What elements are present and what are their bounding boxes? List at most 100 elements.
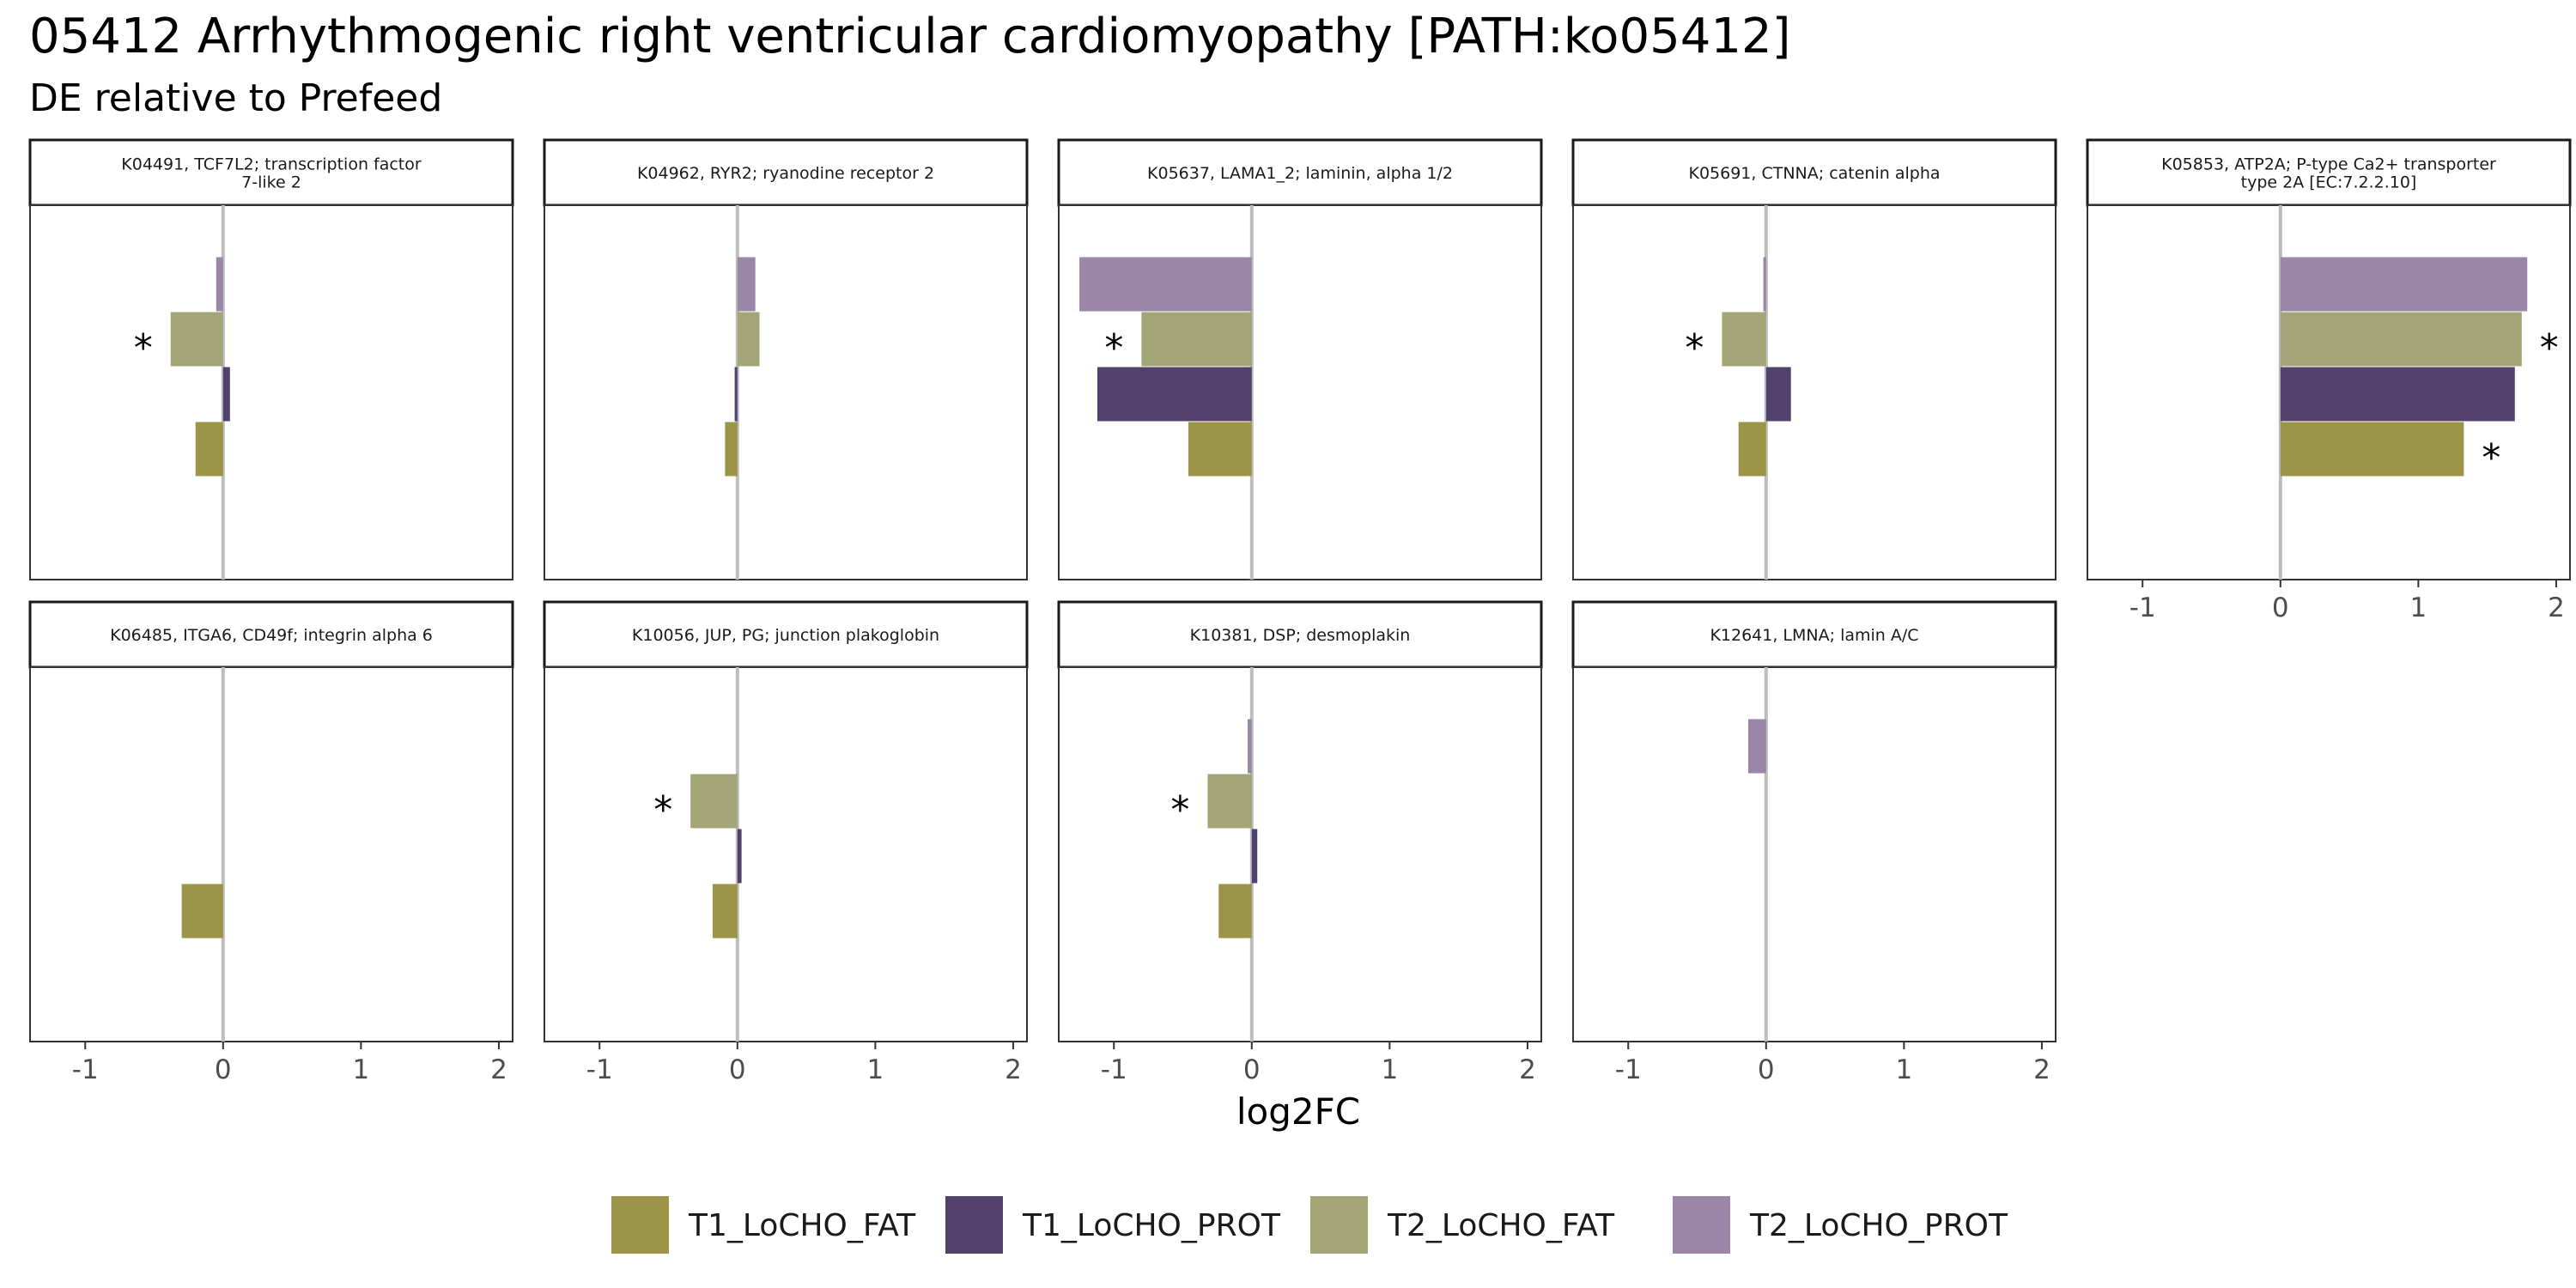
facet-strip-label: 7-like 2 [241,173,301,192]
bar-t2-locho-fat [690,774,738,829]
bar-t1-locho-fat [712,884,738,939]
bar-t2-locho-prot [1079,257,1252,312]
bar-t2-locho-prot [1763,257,1766,312]
significance-marker: * [1104,326,1123,370]
facet-strip-label: K04491, TCF7L2; transcription factor [121,155,422,174]
facet-strip [1057,138,1543,207]
bar-t1-locho-prot [734,367,738,422]
legend-swatch [1673,1196,1730,1254]
significance-marker: * [1170,788,1189,832]
legend-swatch [1310,1196,1368,1254]
legend-swatch [611,1196,669,1254]
panel-frame [544,666,1028,1042]
panel-frame [29,204,513,580]
x-tick-label: 1 [353,1054,370,1085]
bar-t1-locho-fat [1188,422,1252,477]
bar-t2-locho-fat [1207,774,1252,829]
facet-strip-label: K05853, ATP2A; P-type Ca2+ transporter [2161,155,2496,174]
bar-t2-locho-fat [170,312,223,367]
facet-panel: K10056, JUP, PG; junction plakoglobin * -1… [543,600,1029,1085]
legend-item: T1_LoCHO_FAT [611,1196,916,1254]
x-tick-label: 0 [1758,1054,1775,1085]
significance-marker: * [653,788,672,832]
x-tick-label: -1 [2129,592,2156,623]
x-tick-label: 0 [1243,1054,1261,1085]
facet-strip-label: K05691, CTNNA; catenin alpha [1688,164,1940,183]
chart-subtitle: DE relative to Prefeed [29,76,442,120]
bar-t1-locho-prot [1097,367,1252,422]
bar-t2-locho-fat [1722,312,1766,367]
legend-label: T2_LoCHO_PROT [1749,1208,2008,1243]
x-tick-label: 1 [867,1054,884,1085]
significance-marker: * [1685,326,1704,370]
x-axis-title: log2FC [1236,1091,1360,1133]
facet-strip-label: K06485, ITGA6, CD49f; integrin alpha 6 [110,626,433,645]
bar-t1-locho-fat [195,422,223,477]
facet-strip [2086,138,2572,207]
facet-panel: K04491, TCF7L2; transcription factor7-li… [28,138,514,580]
facet-panel: K10381, DSP; desmoplakin * -1 0 1 2 [1057,600,1543,1085]
bar-t2-locho-prot [216,257,223,312]
x-tick-label: 0 [215,1054,232,1085]
bar-t1-locho-fat [725,422,738,477]
x-tick-label: 1 [2410,592,2427,623]
chart-title: 05412 Arrhythmogenic right ventricular c… [29,9,1790,64]
legend-label: T1_LoCHO_FAT [688,1208,916,1243]
legend-label: T1_LoCHO_PROT [1022,1208,1281,1243]
bar-t2-locho-prot [2280,257,2528,312]
x-tick-label: 2 [2033,1054,2050,1085]
panel-frame [1572,204,2057,580]
panel-frame [1572,666,2057,1042]
bar-t2-locho-prot [737,257,756,312]
facet-panel: K05691, CTNNA; catenin alpha * [1571,138,2057,580]
bar-t2-locho-fat [2280,312,2522,367]
bar-t2-locho-prot [1247,719,1252,774]
x-tick-label: 2 [1005,1054,1022,1085]
facet-panel: K12641, LMNA; lamin A/C -1 0 1 2 [1571,600,2057,1085]
facet-strip [543,600,1029,669]
legend-item: T2_LoCHO_FAT [1310,1196,1615,1254]
x-tick-label: 0 [2272,592,2289,623]
x-tick-label: 2 [1519,1054,1536,1085]
x-tick-label: -1 [586,1054,613,1085]
bar-t1-locho-fat [1218,884,1252,939]
bar-t1-locho-prot [222,367,230,422]
facet-strip [28,138,514,207]
bar-t2-locho-prot [1747,719,1766,774]
legend-swatch [945,1196,1003,1254]
x-tick-label: 0 [729,1054,746,1085]
facet-panel: K05637, LAMA1_2; laminin, alpha 1/2 * [1057,138,1543,580]
facet-panel: K04962, RYR2; ryanodine receptor 2 [543,138,1029,580]
facet-strip [1571,600,2057,669]
facet-strip-label: K04962, RYR2; ryanodine receptor 2 [637,164,934,183]
panel-frame [29,666,513,1042]
x-tick-label: -1 [1101,1054,1127,1085]
x-tick-label: 1 [1896,1054,1913,1085]
legend: T1_LoCHO_FAT T1_LoCHO_PROT T2_LoCHO_FAT T2_… [611,1196,2008,1254]
facet-panels: K04491, TCF7L2; transcription factor7-li… [28,138,2572,1085]
facet-panel: K06485, ITGA6, CD49f; integrin alpha 6 -1… [28,600,514,1085]
facet-strip [1057,600,1543,669]
legend-label: T2_LoCHO_FAT [1387,1208,1615,1243]
bar-t1-locho-fat [1738,422,1766,477]
x-tick-label: -1 [72,1054,99,1085]
legend-item: T1_LoCHO_PROT [945,1196,1281,1254]
x-tick-label: 1 [1382,1054,1399,1085]
facet-strip-label: type 2A [EC:7.2.2.10] [2241,173,2417,192]
facet-panel: K05853, ATP2A; P-type Ca2+ transporterty… [2086,138,2572,623]
bar-t1-locho-prot [2280,367,2515,422]
significance-marker: * [134,326,153,370]
significance-marker: * [2482,436,2500,480]
bar-t1-locho-prot [737,829,742,884]
facet-strip-label: K10381, DSP; desmoplakin [1190,626,1411,645]
x-tick-label: 2 [2548,592,2565,623]
bar-t2-locho-fat [737,312,760,367]
panel-frame [544,204,1028,580]
bar-t1-locho-fat [181,884,223,939]
facet-strip [28,600,514,669]
facet-strip [543,138,1029,207]
legend-item: T2_LoCHO_PROT [1673,1196,2008,1254]
bar-t2-locho-fat [1141,312,1252,367]
facet-strip-label: K05637, LAMA1_2; laminin, alpha 1/2 [1147,164,1453,183]
